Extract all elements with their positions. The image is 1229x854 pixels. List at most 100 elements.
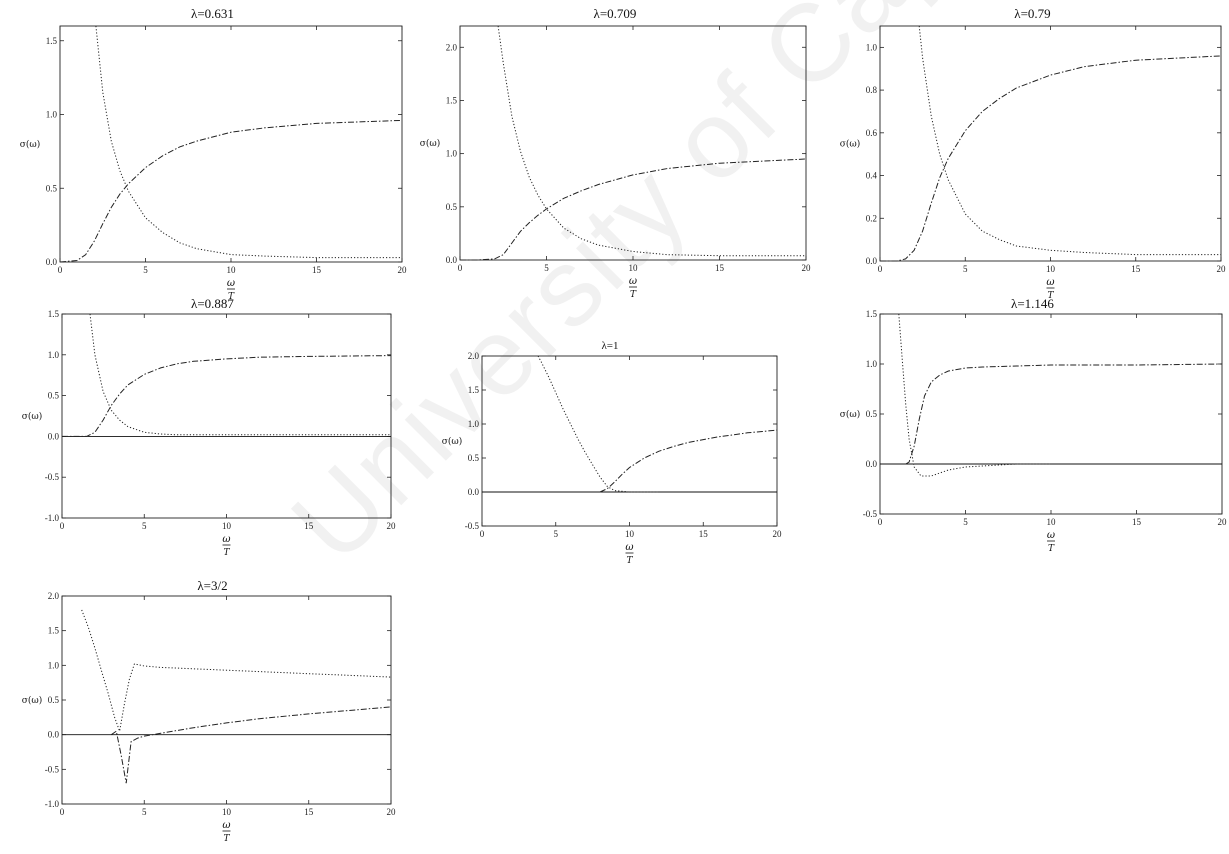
y-tick-label: 1.5: [446, 95, 458, 105]
x-tick-label: 10: [1046, 264, 1056, 274]
y-tick-label: -0.5: [45, 764, 60, 774]
x-axis-label-denominator: T: [223, 548, 230, 558]
x-tick-label: 10: [625, 529, 635, 539]
x-tick-label: 5: [963, 517, 968, 527]
y-tick-label: 2.0: [446, 42, 458, 52]
x-tick-label: 20: [398, 265, 408, 275]
series-line-dotted: [95, 25, 402, 259]
y-tick-label: 0.0: [48, 431, 60, 441]
series-line-dotted: [89, 313, 391, 436]
y-tick-label: 1.0: [48, 660, 60, 670]
chart-svg: 0 5 10 15 20 -0.5 0.0 0.5 1.0 1.5 2.0 σ(ω) ωT: [442, 351, 783, 566]
x-tick-label: 15: [312, 265, 322, 275]
y-tick-label: -0.5: [45, 472, 60, 482]
y-tick-label: 1.5: [48, 626, 60, 636]
y-tick-label: 0.5: [468, 453, 480, 463]
y-axis-label: σ(ω): [840, 139, 861, 150]
series-line-dashed: [460, 158, 807, 261]
chart-panel-lambda-1: λ=1 0 5 10 15 20 -0.5 0.0 0.5 1.0 1.5 2.0 σ(ω) ω T: [440, 340, 783, 568]
plot-frame: [481, 355, 778, 527]
y-tick-label: 1.0: [866, 42, 878, 52]
x-axis-label-numerator: ω: [222, 534, 230, 545]
plot-frame: [61, 595, 392, 805]
x-tick-label: 0: [878, 517, 883, 527]
chart-title: λ=0.79: [1014, 6, 1051, 21]
chart-panel-lambda-3-2: λ=3/2 0 5 10 15 20 -1.0 -0.5 0.0 0.5 1.0 1.5 2.0 σ(ω…: [20, 578, 405, 854]
chart-panel-lambda-0.79: λ=0.79 0 5 10 15 20 0.0 0.2 0.4 0.6 0.8 1.0 σ(ω) ω T: [840, 6, 1227, 301]
y-axis-label: σ(ω): [442, 436, 463, 447]
chart-title: λ=3/2: [197, 578, 228, 593]
x-tick-label: 15: [715, 263, 725, 273]
y-tick-label: 1.5: [866, 309, 878, 319]
chart-title: λ=1: [601, 340, 619, 352]
y-tick-label: -0.5: [863, 509, 878, 519]
series-line-dotted: [537, 355, 659, 493]
x-axis-label-numerator: ω: [625, 542, 633, 553]
y-axis-label: σ(ω): [840, 409, 861, 420]
series-line-dotted: [918, 25, 1221, 256]
x-tick-label: 10: [227, 265, 237, 275]
x-tick-label: 10: [222, 521, 232, 531]
x-tick-label: 20: [387, 807, 397, 817]
y-tick-label: -0.5: [465, 521, 480, 531]
x-axis-label-numerator: ω: [227, 278, 235, 289]
series-line-dotted: [898, 313, 1051, 477]
x-tick-label: 5: [554, 529, 559, 539]
x-axis-label-numerator: ω: [1047, 530, 1055, 541]
x-tick-label: 20: [802, 263, 812, 273]
x-tick-label: 20: [1218, 517, 1228, 527]
y-tick-label: -1.0: [45, 799, 60, 809]
y-tick-label: 0.5: [46, 183, 58, 193]
y-tick-label: 0.2: [866, 213, 877, 223]
x-tick-label: 5: [544, 263, 549, 273]
x-tick-label: 0: [60, 521, 65, 531]
x-axis-label-denominator: T: [630, 290, 637, 300]
x-tick-label: 15: [304, 521, 314, 531]
x-tick-label: 15: [304, 807, 314, 817]
plot-frame: [459, 25, 807, 261]
x-tick-label: 0: [458, 263, 463, 273]
x-axis-label-denominator: T: [1048, 544, 1055, 554]
x-axis-label-denominator: T: [1047, 291, 1054, 301]
chart-svg: 0 5 10 15 20 0.0 0.5 1.0 1.5 σ(ω) ωT: [20, 25, 408, 302]
x-axis-label-numerator: ω: [1046, 277, 1054, 288]
x-tick-label: 5: [963, 264, 968, 274]
chart-title: λ=1.146: [1011, 296, 1054, 311]
y-tick-label: 1.0: [866, 359, 878, 369]
series-line-dashed: [111, 706, 392, 784]
x-tick-label: 0: [480, 529, 485, 539]
y-tick-label: 1.0: [468, 419, 480, 429]
chart-title: λ=0.631: [191, 6, 234, 21]
series-line-dashed: [59, 119, 403, 263]
chart-svg: 0 5 10 15 20 0.0 0.5 1.0 1.5 2.0 σ(ω) ωT: [420, 25, 812, 300]
y-tick-label: 0.0: [866, 459, 878, 469]
series-line-dashed: [599, 429, 778, 493]
chart-panel-lambda-0.631: λ=0.631 0 5 10 15 20 0.0 0.5 1.0 1.5 σ(ω) ω T: [20, 6, 408, 302]
x-tick-label: 5: [142, 521, 147, 531]
chart-panel-lambda-1.146: λ=1.146 0 5 10 15 20 -0.5 0.0 0.5 1.0 1.5 σ(ω) ω T: [840, 296, 1228, 594]
x-tick-label: 5: [142, 807, 147, 817]
y-tick-label: 0.5: [866, 409, 878, 419]
y-axis-label: σ(ω): [420, 138, 441, 149]
series-line-dotted: [81, 609, 392, 734]
y-axis-label: σ(ω): [22, 411, 43, 422]
x-tick-label: 10: [222, 807, 232, 817]
y-tick-label: 0.0: [446, 255, 458, 265]
x-tick-label: 20: [1217, 264, 1227, 274]
y-tick-label: 2.0: [48, 591, 60, 601]
y-tick-label: 1.5: [468, 385, 480, 395]
y-tick-label: 0.6: [866, 128, 878, 138]
y-tick-label: -1.0: [45, 513, 60, 523]
y-axis-label: σ(ω): [20, 139, 41, 150]
chart-title: λ=0.887: [191, 296, 234, 311]
x-tick-label: 15: [1131, 264, 1141, 274]
y-tick-label: 0.5: [48, 391, 60, 401]
y-tick-label: 0.0: [866, 256, 878, 266]
series-line-dashed: [905, 363, 1223, 465]
plot-frame: [879, 313, 1223, 515]
y-tick-label: 1.0: [48, 350, 60, 360]
x-tick-label: 0: [878, 264, 883, 274]
y-tick-label: 1.0: [46, 110, 58, 120]
x-tick-label: 20: [773, 529, 783, 539]
chart-svg: 0 5 10 15 20 0.0 0.2 0.4 0.6 0.8 1.0 σ(ω) ωT: [840, 25, 1227, 301]
